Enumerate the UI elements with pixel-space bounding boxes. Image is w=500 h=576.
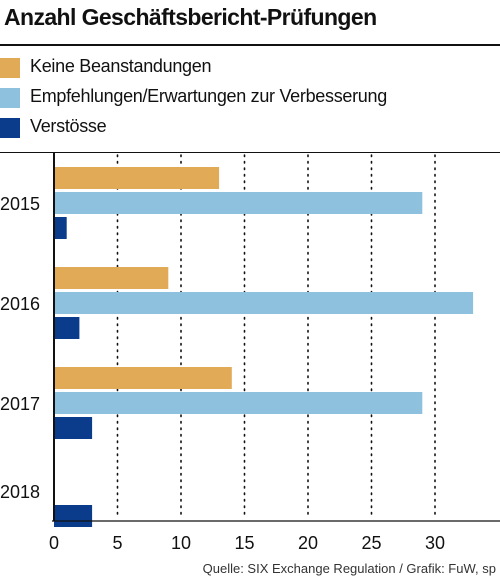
x-tick-label-25: 25 — [361, 533, 381, 553]
x-tick-label-0: 0 — [49, 533, 59, 553]
chart-title: Anzahl Geschäftsbericht-Prüfungen — [4, 4, 377, 30]
x-tick-label-15: 15 — [234, 533, 254, 553]
bar-2017-series-3 — [54, 417, 93, 439]
x-tick-label-5: 5 — [112, 533, 122, 553]
bar-2016-series-2 — [54, 292, 474, 314]
x-tick-label-30: 30 — [425, 533, 445, 553]
x-tick-label-10: 10 — [171, 533, 191, 553]
plot-top-rule — [0, 152, 500, 153]
y-tick-label-2017: 2017 — [0, 394, 40, 414]
legend-label-empfehlungen: Empfehlungen/Erwartungen zur Verbesserun… — [30, 86, 387, 106]
title-rule — [0, 44, 500, 46]
bar-2015-series-1 — [54, 167, 220, 189]
y-tick-label-2016: 2016 — [0, 294, 40, 314]
bar-2017-series-1 — [54, 367, 232, 389]
bar-2015-series-3 — [54, 217, 67, 239]
bar-2015-series-2 — [54, 192, 423, 214]
legend-swatch-empfehlungen — [0, 88, 20, 108]
bar-2016-series-3 — [54, 317, 80, 339]
bar-2017-series-2 — [54, 392, 423, 414]
legend-label-verstoesse: Verstösse — [30, 116, 107, 136]
bar-2016-series-1 — [54, 267, 169, 289]
legend-swatch-verstoesse — [0, 118, 20, 138]
legend-label-keine: Keine Beanstandungen — [30, 56, 212, 76]
y-tick-label-2015: 2015 — [0, 194, 40, 214]
legend-swatch-keine — [0, 58, 20, 78]
source-note: Quelle: SIX Exchange Regulation / Grafik… — [202, 561, 496, 576]
y-tick-label-2018: 2018 — [0, 482, 40, 502]
x-tick-label-20: 20 — [298, 533, 318, 553]
bar-2018-series-3 — [54, 505, 93, 527]
